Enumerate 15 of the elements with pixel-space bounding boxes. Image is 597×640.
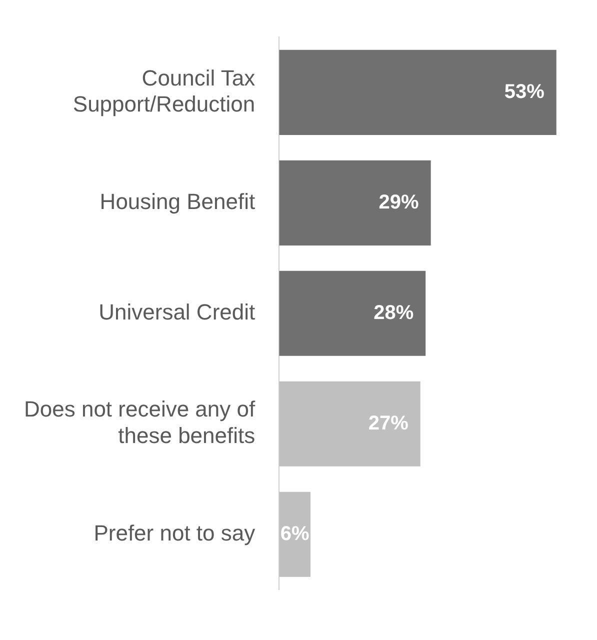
data-label: 6% xyxy=(280,522,310,545)
y-tick-label: Prefer not to say xyxy=(94,520,256,546)
y-tick-label: Universal Credit xyxy=(98,299,256,324)
y-tick-label: Does not receive any of these benefits xyxy=(24,396,256,448)
data-label: 53% xyxy=(504,80,545,103)
bar xyxy=(279,160,431,246)
data-label: 28% xyxy=(374,302,414,324)
bar xyxy=(279,492,311,577)
y-tick-label: Housing Benefit xyxy=(100,188,256,214)
bar xyxy=(279,50,556,135)
bar xyxy=(279,270,426,356)
y-tick-label: Council Tax Support/Reduction xyxy=(72,65,256,117)
data-label: 29% xyxy=(378,191,420,214)
bar xyxy=(279,381,420,466)
data-label: 27% xyxy=(368,412,409,434)
